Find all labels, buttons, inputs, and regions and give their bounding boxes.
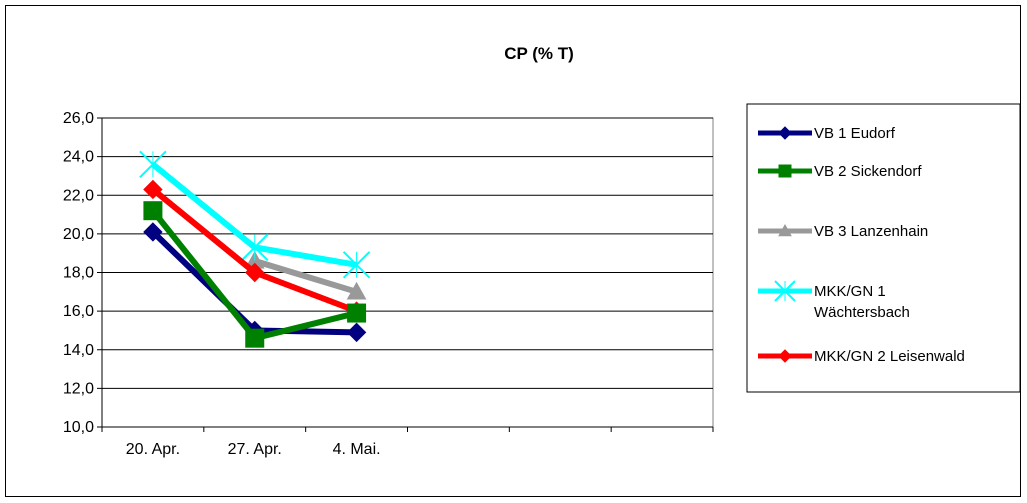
legend-entry-3: VB 3 Lanzenhain — [758, 223, 928, 240]
legend-entry-1: VB 1 Eudorf — [758, 125, 896, 142]
series-line — [253, 258, 358, 295]
data-point — [143, 222, 163, 242]
data-point — [342, 251, 371, 279]
y-tick-label: 14,0 — [63, 342, 94, 359]
legend-entry-5: MKK/GN 2 Leisenwald — [758, 348, 965, 365]
legend-swatch-marker — [778, 223, 792, 237]
chart-title: CP (% T) — [504, 44, 574, 63]
legend-label-line2: Wächtersbach — [814, 304, 910, 321]
legend-label: MKK/GN 2 Leisenwald — [814, 348, 965, 365]
data-point — [241, 233, 269, 262]
legend-entry-2: VB 2 Sickendorf — [758, 163, 922, 180]
data-point — [346, 281, 367, 300]
legend-label: VB 1 Eudorf — [814, 125, 896, 142]
data-point — [143, 201, 163, 221]
chart-canvas: CP (% T) 10,0 12,0 14,0 16,0 18,0 20,0 22,0 24,… — [63, 44, 1021, 458]
legend-box — [746, 103, 1021, 393]
legend: VB 1 Eudorf VB 2 Sickendorf VB 3 Lanzenhai… — [746, 103, 1021, 393]
legend-swatch-marker — [778, 164, 792, 178]
legend-swatch-marker — [778, 126, 792, 140]
legend-label: MKK/GN 1 — [814, 283, 886, 300]
y-tick-label: 10,0 — [63, 419, 94, 436]
x-tick-label: 20. Apr. — [126, 441, 180, 458]
data-point — [245, 328, 265, 348]
data-point — [245, 262, 265, 283]
y-tick-label: 12,0 — [63, 380, 94, 397]
chart-frame: CP (% T) 10,0 12,0 14,0 16,0 18,0 20,0 22,0 24,… — [5, 5, 1021, 497]
data-point — [347, 303, 367, 323]
data-point — [139, 150, 167, 179]
series-4 — [139, 150, 371, 279]
x-tick-label: 4. Mai. — [333, 441, 381, 458]
legend-label: VB 2 Sickendorf — [814, 163, 922, 180]
data-point — [346, 322, 367, 343]
legend-entry-4: MKK/GN 1 Wächtersbach — [758, 280, 910, 321]
data-point — [143, 179, 163, 200]
legend-swatch-marker — [778, 349, 792, 363]
y-tick-label: 18,0 — [63, 265, 94, 282]
legend-swatch-marker — [774, 280, 796, 302]
plot-area: 10,0 12,0 14,0 16,0 18,0 20,0 22,0 24,0 26,0 20. … — [63, 110, 714, 458]
y-tick-label: 20,0 — [63, 226, 94, 243]
legend-label: VB 3 Lanzenhain — [814, 223, 928, 240]
y-tick-label: 26,0 — [63, 110, 94, 127]
series-2 — [143, 201, 367, 348]
y-tick-label: 16,0 — [63, 303, 94, 320]
x-tick-label: 27. Apr. — [228, 441, 282, 458]
y-tick-label: 22,0 — [63, 187, 94, 204]
y-tick-label: 24,0 — [63, 149, 94, 166]
